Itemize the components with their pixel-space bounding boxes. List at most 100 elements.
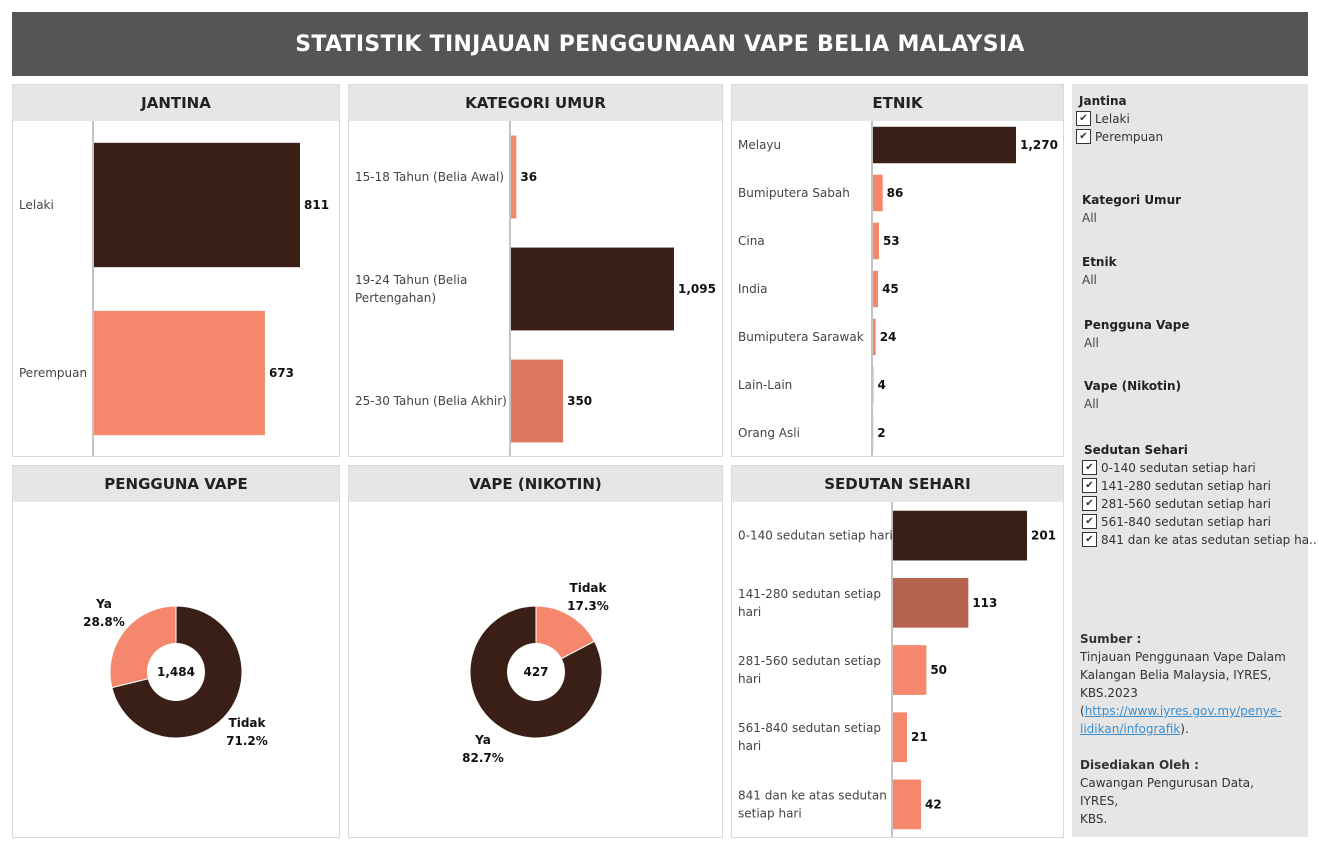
checkbox-icon[interactable]: ✔ <box>1082 514 1097 529</box>
bar <box>873 270 879 308</box>
panel-title-pengguna: PENGGUNA VAPE <box>13 466 339 502</box>
filter-sidebar: Jantina ✔ Lelaki ✔ Perempuan Kategori Um… <box>1072 84 1317 837</box>
filter-title-jantina: Jantina <box>1079 94 1127 108</box>
dashboard-title: STATISTIK TINJAUAN PENGGUNAAN VAPE BELIA… <box>12 12 1308 76</box>
prepared-title: Disediakan Oleh : <box>1080 758 1199 772</box>
source-block: Sumber : Tinjauan Penggunaan Vape Dalam … <box>1080 630 1295 828</box>
filter-option-label: 561-840 sedutan setiap hari <box>1101 514 1271 529</box>
link-bracket: ( <box>1080 704 1085 718</box>
category-label: 141-280 sedutan setiap <box>738 587 881 601</box>
filter-title-sedutan: Sedutan Sehari <box>1084 443 1188 457</box>
filter-title-nikotin: Vape (Nikotin) <box>1084 379 1182 393</box>
category-label: hari <box>738 739 761 753</box>
source-line: KBS.2023 <box>1080 686 1138 700</box>
bar <box>893 645 927 695</box>
prepared-line: KBS. <box>1080 812 1108 826</box>
sedutan-bar-chart: 0-140 sedutan setiap hari 201 141-280 sedu… <box>738 502 1056 837</box>
donut-total: 427 <box>523 665 548 679</box>
checkbox-icon[interactable]: ✔ <box>1082 478 1097 493</box>
value-label: 113 <box>972 596 997 610</box>
category-label: India <box>738 282 767 296</box>
value-label: 42 <box>925 797 942 811</box>
bar <box>893 779 921 830</box>
bar <box>873 222 879 260</box>
slice-label: Tidak <box>229 716 267 730</box>
panel-nikotin: VAPE (NIKOTIN) Tidak 17.3% Ya 82.7% 427 <box>348 465 723 838</box>
donut-hole <box>507 643 565 701</box>
donut-total: 1,484 <box>157 665 195 679</box>
value-label: 21 <box>911 730 928 744</box>
checkbox-icon[interactable]: ✔ <box>1082 532 1097 547</box>
category-label: Lain-Lain <box>738 378 792 392</box>
category-label: 15-18 Tahun (Belia Awal) <box>355 170 504 184</box>
prepared-line: Cawangan Pengurusan Data, IYRES, <box>1080 776 1254 808</box>
filter-value-etnik[interactable]: All <box>1082 273 1097 287</box>
bar <box>511 135 517 219</box>
source-link[interactable]: lidikan/infografik <box>1080 722 1181 736</box>
category-label: setiap hari <box>738 806 802 820</box>
category-label: 281-560 sedutan setiap <box>738 654 881 668</box>
source-title: Sumber : <box>1080 632 1142 646</box>
bar <box>893 510 1027 561</box>
category-label: Lelaki <box>19 198 54 212</box>
filter-option-sedutan-2[interactable]: ✔ 281-560 sedutan setiap hari <box>1082 496 1271 511</box>
filter-title-pengguna: Pengguna Vape <box>1084 318 1190 332</box>
jantina-bar-chart: Lelaki 811 Perempuan 673 <box>19 121 329 456</box>
value-label: 36 <box>520 170 537 184</box>
panel-title-sedutan: SEDUTAN SEHARI <box>732 466 1063 502</box>
category-label: 19-24 Tahun (Belia <box>355 273 467 287</box>
category-label: Melayu <box>738 138 781 152</box>
slice-label: Tidak <box>570 581 608 595</box>
value-label: 53 <box>883 234 900 248</box>
checkbox-icon[interactable]: ✔ <box>1082 496 1097 511</box>
panel-title-nikotin: VAPE (NIKOTIN) <box>349 466 722 502</box>
slice-label: Ya <box>474 733 491 747</box>
slice-percent: 71.2% <box>226 734 268 748</box>
filter-option-lelaki[interactable]: ✔ Lelaki <box>1076 111 1130 126</box>
bar <box>94 310 265 436</box>
category-label: hari <box>738 672 761 686</box>
filter-value-pengguna[interactable]: All <box>1084 336 1099 350</box>
filter-option-sedutan-4[interactable]: ✔ 841 dan ke atas sedutan setiap ha.. <box>1082 532 1317 547</box>
value-label: 350 <box>567 394 592 408</box>
bar <box>94 142 300 268</box>
slice-percent: 17.3% <box>567 599 609 613</box>
filter-value-nikotin[interactable]: All <box>1084 397 1099 411</box>
category-label: 841 dan ke atas sedutan <box>738 788 887 802</box>
etnik-bar-chart: Melayu 1,270 Bumiputera Sabah 86 Cina 53 India… <box>738 121 1058 456</box>
slice-percent: 82.7% <box>462 751 504 765</box>
filter-value-umur[interactable]: All <box>1082 211 1097 225</box>
filter-option-sedutan-3[interactable]: ✔ 561-840 sedutan setiap hari <box>1082 514 1271 529</box>
category-label: 561-840 sedutan setiap <box>738 721 881 735</box>
value-label: 1,095 <box>678 282 716 296</box>
filter-option-label: Lelaki <box>1095 111 1130 126</box>
value-label: 86 <box>887 186 904 200</box>
checkbox-icon[interactable]: ✔ <box>1076 129 1091 144</box>
panel-sedutan: SEDUTAN SEHARI 0-140 sedutan setiap hari… <box>731 465 1064 838</box>
nikotin-donut-chart: Tidak 17.3% Ya 82.7% 427 <box>462 581 609 765</box>
filter-option-perempuan[interactable]: ✔ Perempuan <box>1076 129 1163 144</box>
value-label: 4 <box>877 378 885 392</box>
filter-option-sedutan-0[interactable]: ✔ 0-140 sedutan setiap hari <box>1082 460 1256 475</box>
filter-option-sedutan-1[interactable]: ✔ 141-280 sedutan setiap hari <box>1082 478 1271 493</box>
bar <box>893 577 969 628</box>
bar <box>873 318 876 356</box>
category-label: Perempuan <box>19 366 87 380</box>
panel-jantina: JANTINA Lelaki 811 Perempuan 673 <box>12 84 340 457</box>
checkbox-icon[interactable]: ✔ <box>1076 111 1091 126</box>
panel-title-jantina: JANTINA <box>13 85 339 121</box>
panel-etnik: ETNIK Melayu 1,270 Bumiputera Sabah 86 Cina 5… <box>731 84 1064 457</box>
value-label: 811 <box>304 198 329 212</box>
checkbox-icon[interactable]: ✔ <box>1082 460 1097 475</box>
link-bracket: ). <box>1180 722 1189 736</box>
filter-option-label: 841 dan ke atas sedutan setiap ha.. <box>1101 532 1317 547</box>
slice-percent: 28.8% <box>83 615 125 629</box>
source-line: Kalangan Belia Malaysia, IYRES, <box>1080 668 1272 682</box>
filter-option-label: Perempuan <box>1095 129 1164 144</box>
category-label: 0-140 sedutan setiap hari <box>738 529 893 543</box>
bar <box>893 712 907 763</box>
filter-title-umur: Kategori Umur <box>1082 193 1182 207</box>
source-link[interactable]: https://www.iyres.gov.my/penye- <box>1084 704 1282 718</box>
category-label: Bumiputera Sarawak <box>738 330 864 344</box>
panel-title-etnik: ETNIK <box>732 85 1063 121</box>
